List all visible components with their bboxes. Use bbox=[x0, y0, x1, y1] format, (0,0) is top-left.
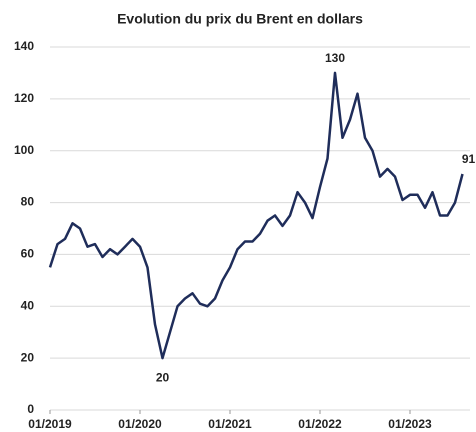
x-tick-label: 01/2023 bbox=[388, 417, 432, 431]
annotation: 91 bbox=[462, 152, 476, 166]
x-tick-label: 01/2022 bbox=[298, 417, 342, 431]
y-tick-label: 80 bbox=[21, 195, 35, 209]
y-tick-label: 120 bbox=[14, 91, 34, 105]
price-line bbox=[48, 71, 464, 360]
x-tick-label: 01/2021 bbox=[208, 417, 252, 431]
chart-title: Evolution du prix du Brent en dollars bbox=[117, 11, 363, 27]
x-tick-label: 01/2019 bbox=[28, 417, 72, 431]
y-tick-label: 100 bbox=[14, 143, 34, 157]
y-tick-label: 20 bbox=[21, 350, 35, 364]
y-tick-label: 140 bbox=[14, 39, 34, 53]
y-tick-label: 0 bbox=[27, 402, 34, 416]
x-tick-label: 01/2020 bbox=[118, 417, 162, 431]
annotation: 130 bbox=[325, 51, 345, 65]
annotation: 20 bbox=[156, 370, 170, 384]
y-tick-label: 60 bbox=[21, 247, 35, 261]
y-tick-label: 40 bbox=[21, 298, 35, 312]
